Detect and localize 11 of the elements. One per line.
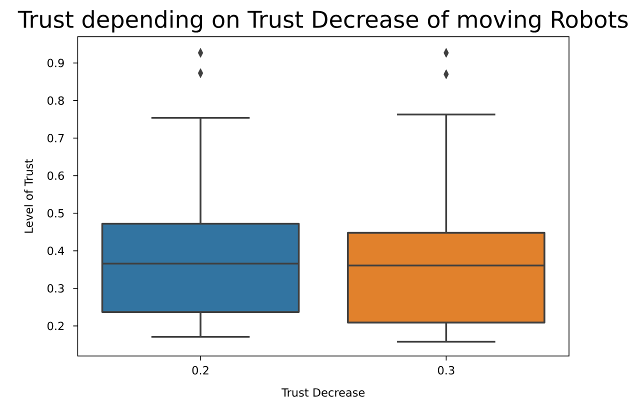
y-tick-label: 0.4 [48, 246, 64, 256]
x-axis-title: Trust Decrease [282, 388, 365, 397]
y-axis-title: Level of Trust [24, 159, 33, 233]
y-tick-label: 0.7 [48, 134, 64, 142]
y-tick-label: 0.2 [48, 322, 64, 330]
y-tick-label: 0.8 [48, 96, 64, 105]
y-tick-label: 0.5 [48, 209, 64, 218]
y-tick-label: 0.9 [48, 58, 64, 68]
y-tick-label: 0.3 [48, 284, 64, 293]
y-tick-label: 0.6 [48, 171, 64, 180]
chart-title: Trust depending on Trust Decrease of moving Robots [18, 10, 628, 33]
